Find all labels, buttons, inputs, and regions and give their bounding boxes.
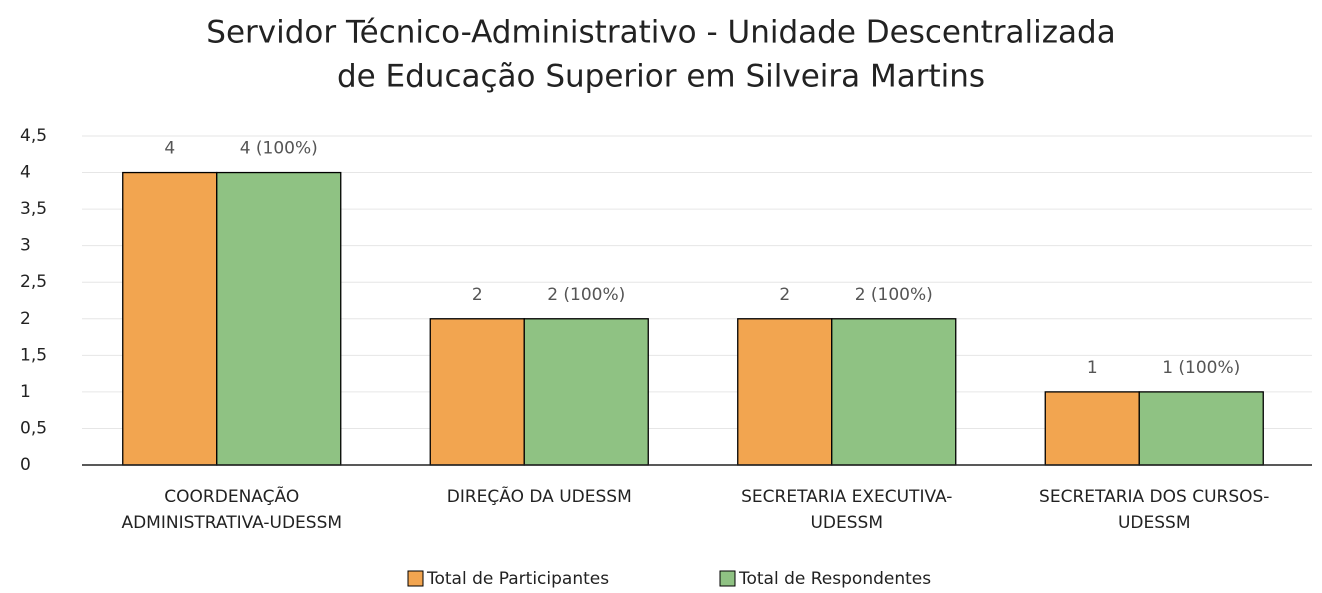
legend-swatch	[719, 570, 736, 587]
y-tick-label: 1,5	[20, 345, 47, 365]
data-label: 1	[1087, 358, 1098, 378]
chart-title: de Educação Superior em Silveira Martins	[337, 59, 985, 95]
y-tick-label: 4	[20, 163, 31, 183]
x-tick-label: UDESSM	[810, 513, 883, 533]
x-tick-label: COORDENAÇÃO	[164, 485, 299, 507]
legend-swatch	[407, 570, 424, 587]
x-tick-label: SECRETARIA EXECUTIVA-	[741, 487, 952, 507]
y-tick-label: 0,5	[20, 418, 47, 438]
x-tick-label: SECRETARIA DOS CURSOS-	[1039, 487, 1269, 507]
legend-label: Total de Participantes	[426, 569, 609, 589]
data-label: 1 (100%)	[1162, 358, 1240, 378]
data-label: 2 (100%)	[855, 285, 933, 305]
bar	[737, 318, 833, 466]
bar	[429, 318, 525, 466]
bar	[1138, 391, 1264, 466]
x-tick-label: ADMINISTRATIVA-UDESSM	[121, 513, 342, 533]
data-label: 4 (100%)	[240, 139, 318, 159]
legend-label: Total de Respondentes	[738, 569, 931, 589]
bar	[523, 318, 649, 466]
y-tick-label: 1	[20, 382, 31, 402]
y-tick-label: 3	[20, 236, 31, 256]
y-tick-label: 0	[20, 455, 31, 475]
x-tick-label: UDESSM	[1118, 513, 1191, 533]
data-label: 2	[472, 285, 483, 305]
data-label: 2	[779, 285, 790, 305]
bar	[216, 171, 342, 466]
chart-title: Servidor Técnico-Administrativo - Unidad…	[206, 15, 1115, 51]
y-tick-label: 4,5	[20, 126, 47, 146]
bar	[831, 318, 957, 466]
data-label: 2 (100%)	[547, 285, 625, 305]
data-label: 4	[164, 139, 175, 159]
bar	[1044, 391, 1140, 466]
x-tick-label: DIREÇÃO DA UDESSM	[447, 485, 632, 507]
y-tick-label: 2	[20, 309, 31, 329]
y-tick-label: 2,5	[20, 272, 47, 292]
bar	[122, 171, 218, 466]
y-tick-label: 3,5	[20, 199, 47, 219]
